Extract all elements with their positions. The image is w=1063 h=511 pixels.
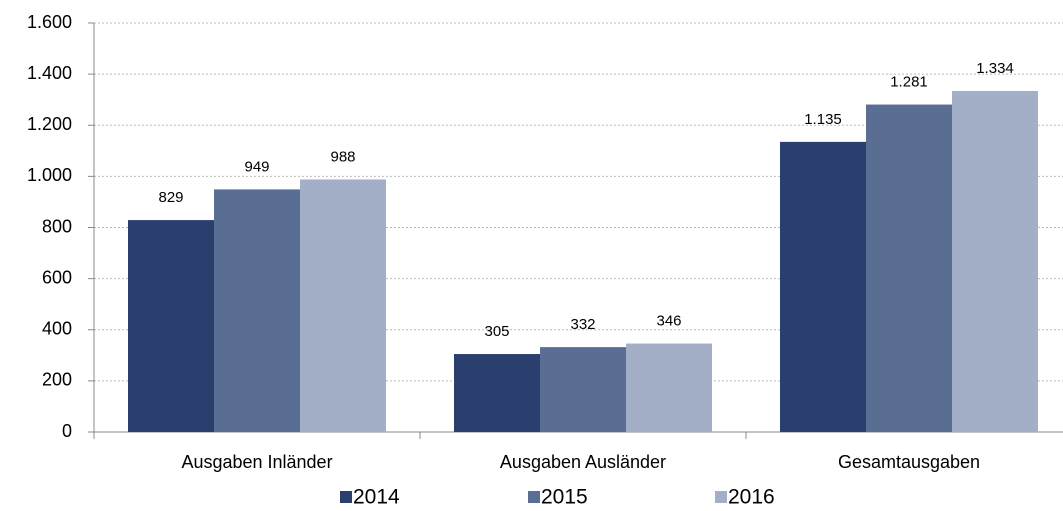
legend-label: 2015 xyxy=(541,486,588,509)
y-tick-label: 800 xyxy=(42,216,72,236)
bar xyxy=(866,104,952,432)
y-tick-label: 0 xyxy=(62,421,72,441)
x-tick-label: Ausgaben Ausländer xyxy=(500,452,666,472)
value-label: 949 xyxy=(244,158,269,175)
legend-swatch xyxy=(340,491,352,503)
value-label: 1.281 xyxy=(890,74,928,91)
value-label: 346 xyxy=(656,313,681,330)
bar xyxy=(540,347,626,432)
y-tick-label: 400 xyxy=(42,319,72,339)
value-label: 1.334 xyxy=(976,60,1014,77)
y-tick-label: 1.200 xyxy=(27,114,72,134)
value-label: 829 xyxy=(158,189,183,206)
y-tick-label: 1.600 xyxy=(27,12,72,32)
y-tick-label: 1.400 xyxy=(27,63,72,83)
y-tick-label: 200 xyxy=(42,370,72,390)
bar xyxy=(300,179,386,432)
bar xyxy=(454,354,540,432)
bar xyxy=(214,189,300,432)
bar xyxy=(952,90,1038,432)
bar xyxy=(626,343,712,432)
value-label: 988 xyxy=(330,148,355,165)
x-tick-label: Ausgaben Inländer xyxy=(181,452,332,472)
bar xyxy=(780,141,866,432)
legend-label: 2016 xyxy=(728,486,775,509)
legend-label: 2014 xyxy=(353,486,400,509)
legend-swatch xyxy=(528,491,540,503)
y-tick-label: 1.000 xyxy=(27,165,72,185)
value-label: 332 xyxy=(570,316,595,333)
bar xyxy=(128,220,214,432)
value-label: 1.135 xyxy=(804,111,842,128)
y-tick-label: 600 xyxy=(42,267,72,287)
x-tick-label: Gesamtausgaben xyxy=(838,452,980,472)
legend-swatch xyxy=(715,491,727,503)
value-label: 305 xyxy=(484,323,509,340)
